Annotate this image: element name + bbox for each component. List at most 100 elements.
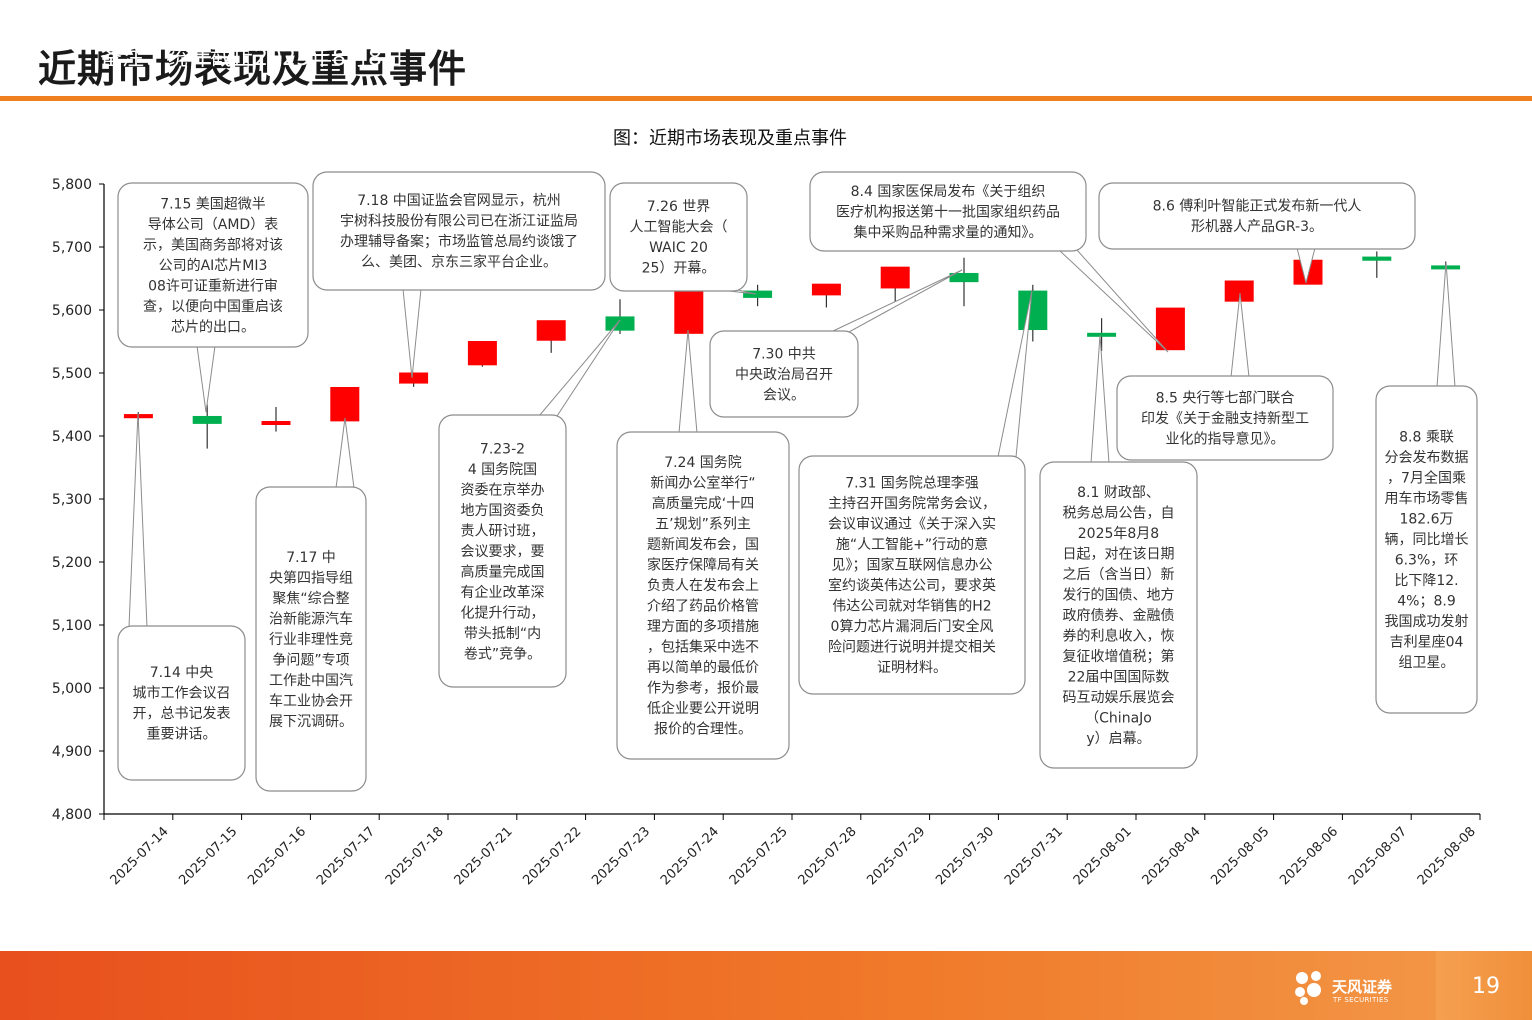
x-tick-label: 2025-07-29 (864, 824, 928, 888)
candle (880, 266, 910, 305)
candle (674, 291, 704, 334)
y-tick-label: 5,200 (52, 555, 92, 571)
logo-icon (1295, 971, 1321, 1005)
candle (192, 404, 222, 449)
page-title: 近期市场表现及重点事件 (38, 47, 468, 91)
candle (1018, 284, 1048, 342)
callout-box (117, 182, 309, 348)
candle-body (1087, 332, 1117, 337)
callout-box (1098, 182, 1416, 250)
x-tick-label: 2025-08-01 (1071, 824, 1135, 888)
callout-text: 7.17 中央第四指导组聚焦“综合整治新能源汽车行业非理性竞争问题”专项工作赴中… (269, 550, 353, 730)
candle (467, 341, 497, 367)
annotation-callouts: 7.14 中央城市工作会议召开，总书记发表重要讲话。 7.15 美国超微半导体公司… (117, 171, 1478, 792)
callout-box (1375, 385, 1478, 714)
callout-box (709, 330, 859, 418)
y-tick-label: 5,100 (52, 618, 92, 634)
candle-body (949, 272, 979, 283)
x-tick-label: 2025-08-07 (1346, 824, 1410, 888)
x-tick-label: 2025-07-15 (176, 824, 240, 888)
y-tick-label: 5,700 (52, 240, 92, 256)
callout: 8.5 央行等七部门联合印发《关于金融支持新型工业化的指导意见》。 (1116, 292, 1334, 461)
callout-box (1116, 375, 1334, 461)
callout-box (609, 182, 748, 292)
footer-note: 备注：统计截止2025年8月8日 (100, 46, 404, 71)
x-tick-label: 2025-08-06 (1277, 824, 1341, 888)
callout: 8.6 傅利叶智能正式发布新一代人形机器人产品GR-3。 (1098, 182, 1416, 284)
footer-bar (0, 951, 1532, 1020)
candle-body (192, 415, 222, 424)
callout: 7.15 美国超微半导体公司（AMD）表示，美国商务部将对该公司的AI芯片MI3… (117, 182, 309, 413)
callout-text: 7.26 世界人工智能大会（ WAIC 20 25）开幕。 (630, 199, 728, 277)
callout-box (312, 171, 606, 291)
callout-text: 7.31 国务院总理李强主持召开国务院常务会议，会议审议通过《关于深入实施“人工… (828, 476, 996, 677)
x-tick-label: 2025-07-21 (452, 824, 516, 888)
candle (605, 299, 635, 334)
callout: 7.30 中共中央政治局召开会议。 (709, 269, 963, 418)
candle-series (123, 251, 1461, 449)
y-tick-label: 4,800 (52, 807, 92, 823)
callout-tail (335, 417, 355, 489)
x-tick-label: 2025-07-16 (245, 824, 309, 888)
y-tick-label: 4,900 (52, 744, 92, 760)
x-tick-label: 2025-07-18 (383, 824, 447, 888)
callout-box (255, 486, 367, 792)
page-number-box (1436, 951, 1532, 1020)
candle (949, 257, 979, 307)
candle-body (1018, 290, 1048, 331)
x-tick-label: 2025-07-28 (796, 824, 860, 888)
callout-box (616, 431, 790, 760)
candle (261, 407, 291, 432)
x-tick-label: 2025-07-14 (108, 824, 172, 888)
candle (743, 284, 773, 307)
callout-text: 7.14 中央城市工作会议召开，总书记发表重要讲话。 (133, 665, 231, 743)
callout: 7.26 世界人工智能大会（ WAIC 20 25）开幕。 (609, 182, 757, 295)
callout-text: 7.18 中国证监会官网显示，杭州宇树科技股份有限公司已在浙江证监局办理辅导备案… (340, 193, 578, 271)
callout-box (438, 414, 567, 688)
chart-title: 图：近期市场表现及重点事件 (613, 128, 847, 149)
x-tick-label: 2025-07-25 (727, 824, 791, 888)
y-tick-label: 5,300 (52, 492, 92, 508)
x-tick-label: 2025-07-23 (589, 824, 653, 888)
callout-text: 7.23-2 4 国务院国资委在京举办地方国资委负责人研讨班，会议要求，要高质量完… (461, 441, 545, 662)
candle (399, 372, 429, 387)
candle-body (1155, 307, 1185, 351)
y-tick-label: 5,000 (52, 681, 92, 697)
y-tick-label: 5,600 (52, 303, 92, 319)
x-tick-label: 2025-08-05 (1208, 824, 1272, 888)
y-tick-label: 5,400 (52, 429, 92, 445)
callout-box (798, 455, 1026, 695)
callout-text: 8.5 央行等七部门联合印发《关于金融支持新型工业化的指导意见》。 (1141, 389, 1309, 447)
candle (1362, 251, 1392, 278)
callout-tail (402, 288, 422, 379)
callout-tail (1436, 261, 1456, 388)
candle (1155, 307, 1185, 351)
footer-source: 资料来源：Wind全A指数，财联社等，天风证券研究所 (100, 18, 633, 43)
x-tick-label: 2025-08-08 (1415, 824, 1479, 888)
callout-box (809, 171, 1087, 252)
callout: 7.23-2 4 国务院国资委在京举办地方国资委负责人研讨班，会议要求，要高质量完… (438, 319, 621, 688)
x-tick-label: 2025-07-17 (314, 824, 378, 888)
callout-text: 8.6 傅利叶智能正式发布新一代人形机器人产品GR-3。 (1153, 199, 1362, 236)
callout-tail (678, 329, 698, 434)
candle-body (743, 290, 773, 298)
x-tick-label: 2025-07-24 (658, 824, 722, 888)
callout: 7.31 国务院总理李强主持召开国务院常务会议，会议审议通过《关于深入实施“人工… (798, 289, 1033, 695)
candle-body (536, 320, 566, 341)
callout-box (117, 625, 246, 781)
callout-text: 8.1 财政部、税务总局公告，自 2025年8月8 日起，对在该日期之后（含当日）新… (1063, 485, 1175, 747)
y-tick-label: 5,500 (52, 366, 92, 382)
callout: 8.1 财政部、税务总局公告，自 2025年8月8 日起，对在该日期之后（含当日）新… (1039, 334, 1198, 769)
candle-body (880, 266, 910, 289)
callout: 8.4 国家医保局发布《关于组织医疗机构报送第十一批国家组织药品集中采购品种需求… (809, 171, 1169, 353)
candle-body (330, 386, 360, 422)
callout: 7.24 国务院新闻办公室举行“高质量完成‘十四五’规划”系列主题新闻发布会，国… (616, 329, 790, 760)
candle (330, 386, 360, 422)
callout-box (1039, 461, 1198, 769)
x-tick-label: 2025-07-31 (1002, 824, 1066, 888)
callout: 7.18 中国证监会官网显示，杭州宇树科技股份有限公司已在浙江证监局办理辅导备案… (312, 171, 606, 379)
callout-tail (128, 411, 148, 628)
callout-text: 7.24 国务院新闻办公室举行“高质量完成‘十四五’规划”系列主题新闻发布会，国… (647, 455, 759, 738)
candle (1087, 318, 1117, 351)
candle (536, 320, 566, 353)
